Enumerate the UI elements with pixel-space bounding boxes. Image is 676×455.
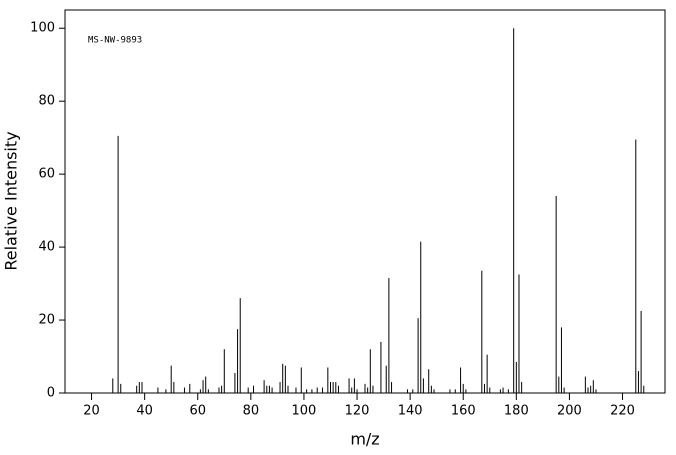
x-tick-label: 80 [243,404,260,419]
x-tick-label: 140 [398,404,423,419]
x-axis-label: m/z [350,430,379,449]
y-tick-label: 80 [38,94,55,109]
plot-frame [64,9,666,394]
y-tick-label: 60 [38,167,55,182]
x-tick-label: 100 [292,404,317,419]
y-tick-label: 20 [38,313,55,328]
y-tick-label: 40 [38,240,55,255]
y-axis-label: Relative Intensity [2,131,21,270]
x-tick-label: 160 [451,404,476,419]
x-tick-label: 60 [189,404,206,419]
x-tick-label: 120 [345,404,370,419]
y-tick-label: 100 [30,21,55,36]
x-tick-label: 220 [610,404,635,419]
x-tick-label: 200 [557,404,582,419]
x-tick-label: 180 [504,404,529,419]
annotation: MS-NW-9893 [88,36,142,46]
x-tick-label: 20 [83,404,100,419]
x-tick-label: 40 [136,404,153,419]
y-tick-label: 0 [47,386,55,401]
